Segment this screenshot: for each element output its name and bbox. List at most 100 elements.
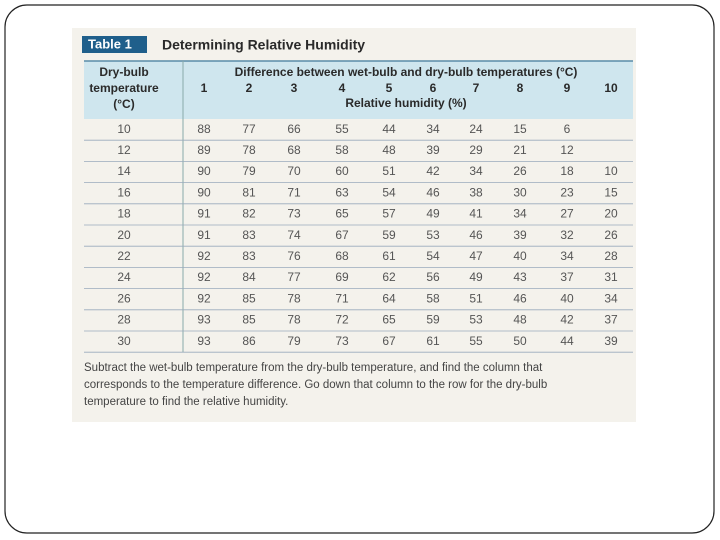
humidity-cell: 84 bbox=[242, 270, 256, 284]
humidity-cell: 43 bbox=[513, 270, 527, 284]
humidity-cell: 21 bbox=[513, 143, 527, 157]
humidity-cell: 59 bbox=[426, 313, 440, 327]
humidity-cell: 55 bbox=[469, 334, 483, 348]
header-band bbox=[84, 61, 633, 119]
humidity-cell: 56 bbox=[426, 270, 440, 284]
humidity-cell: 72 bbox=[335, 313, 349, 327]
humidity-cell: 54 bbox=[426, 249, 440, 263]
column-header: 3 bbox=[291, 81, 298, 95]
humidity-cell: 42 bbox=[426, 164, 440, 178]
note-line: corresponds to the temperature differenc… bbox=[84, 379, 547, 391]
humidity-cell: 61 bbox=[382, 249, 396, 263]
column-header: 6 bbox=[430, 81, 437, 95]
column-header: 10 bbox=[604, 81, 618, 95]
sub-header: Relative humidity (%) bbox=[345, 96, 466, 110]
humidity-cell: 51 bbox=[382, 164, 396, 178]
humidity-cell: 60 bbox=[335, 164, 349, 178]
humidity-cell: 50 bbox=[513, 334, 527, 348]
note-line: Subtract the wet-bulb temperature from t… bbox=[84, 362, 543, 374]
humidity-cell: 20 bbox=[604, 207, 618, 221]
humidity-cell: 39 bbox=[513, 228, 527, 242]
humidity-cell: 32 bbox=[560, 228, 574, 242]
humidity-cell: 38 bbox=[469, 185, 483, 199]
column-header: 8 bbox=[517, 81, 524, 95]
dry-bulb-cell: 18 bbox=[117, 207, 131, 221]
humidity-cell: 28 bbox=[604, 249, 618, 263]
humidity-cell: 78 bbox=[287, 291, 301, 305]
humidity-cell: 34 bbox=[560, 249, 574, 263]
humidity-cell: 31 bbox=[604, 270, 618, 284]
humidity-cell: 68 bbox=[335, 249, 349, 263]
humidity-cell: 83 bbox=[242, 249, 256, 263]
humidity-cell: 89 bbox=[197, 143, 211, 157]
column-header: 4 bbox=[339, 81, 346, 95]
humidity-cell: 34 bbox=[469, 164, 483, 178]
humidity-cell: 76 bbox=[287, 249, 301, 263]
humidity-cell: 51 bbox=[469, 291, 483, 305]
column-header: 7 bbox=[473, 81, 480, 95]
humidity-cell: 85 bbox=[242, 291, 256, 305]
humidity-cell: 26 bbox=[604, 228, 618, 242]
dry-bulb-cell: 26 bbox=[117, 291, 131, 305]
humidity-cell: 40 bbox=[513, 249, 527, 263]
humidity-cell: 82 bbox=[242, 207, 256, 221]
humidity-cell: 46 bbox=[426, 185, 440, 199]
humidity-cell: 58 bbox=[426, 291, 440, 305]
humidity-cell: 29 bbox=[469, 143, 483, 157]
humidity-cell: 58 bbox=[335, 143, 349, 157]
humidity-cell: 24 bbox=[469, 122, 483, 136]
column-header: 5 bbox=[386, 81, 393, 95]
humidity-cell: 55 bbox=[335, 122, 349, 136]
humidity-cell: 74 bbox=[287, 228, 301, 242]
table-label: Table 1 bbox=[88, 36, 132, 51]
humidity-cell: 48 bbox=[513, 313, 527, 327]
table-title: Determining Relative Humidity bbox=[162, 37, 365, 53]
humidity-cell: 59 bbox=[382, 228, 396, 242]
humidity-cell: 6 bbox=[564, 122, 571, 136]
humidity-cell: 39 bbox=[426, 143, 440, 157]
humidity-cell: 79 bbox=[242, 164, 256, 178]
humidity-cell: 69 bbox=[335, 270, 349, 284]
humidity-cell: 88 bbox=[197, 122, 211, 136]
humidity-cell: 73 bbox=[335, 334, 349, 348]
humidity-cell: 34 bbox=[604, 291, 618, 305]
humidity-cell: 83 bbox=[242, 228, 256, 242]
humidity-cell: 78 bbox=[242, 143, 256, 157]
humidity-cell: 90 bbox=[197, 164, 211, 178]
group-header: Difference between wet-bulb and dry-bulb… bbox=[235, 65, 578, 79]
humidity-cell: 12 bbox=[560, 143, 574, 157]
humidity-cell: 64 bbox=[382, 291, 396, 305]
humidity-cell: 71 bbox=[335, 291, 349, 305]
row-header: (°C) bbox=[113, 97, 134, 111]
humidity-cell: 65 bbox=[382, 313, 396, 327]
humidity-cell: 18 bbox=[560, 164, 574, 178]
humidity-cell: 91 bbox=[197, 228, 211, 242]
dry-bulb-cell: 16 bbox=[117, 185, 131, 199]
dry-bulb-cell: 10 bbox=[117, 122, 131, 136]
humidity-cell: 93 bbox=[197, 313, 211, 327]
humidity-cell: 92 bbox=[197, 291, 211, 305]
column-header: 1 bbox=[201, 81, 208, 95]
dry-bulb-cell: 14 bbox=[117, 164, 131, 178]
dry-bulb-cell: 28 bbox=[117, 313, 131, 327]
humidity-cell: 42 bbox=[560, 313, 574, 327]
humidity-cell: 77 bbox=[242, 122, 256, 136]
humidity-cell: 85 bbox=[242, 313, 256, 327]
dry-bulb-cell: 24 bbox=[117, 270, 131, 284]
row-header: Dry-bulb bbox=[99, 65, 148, 79]
row-header: temperature bbox=[89, 81, 159, 95]
humidity-cell: 41 bbox=[469, 207, 483, 221]
dry-bulb-cell: 20 bbox=[117, 228, 131, 242]
humidity-cell: 34 bbox=[513, 207, 527, 221]
humidity-cell: 48 bbox=[382, 143, 396, 157]
humidity-cell: 93 bbox=[197, 334, 211, 348]
humidity-cell: 37 bbox=[560, 270, 574, 284]
humidity-cell: 47 bbox=[469, 249, 483, 263]
humidity-cell: 67 bbox=[335, 228, 349, 242]
note-line: temperature to find the relative humidit… bbox=[84, 396, 288, 408]
humidity-cell: 23 bbox=[560, 185, 574, 199]
humidity-cell: 67 bbox=[382, 334, 396, 348]
dry-bulb-cell: 30 bbox=[117, 334, 131, 348]
